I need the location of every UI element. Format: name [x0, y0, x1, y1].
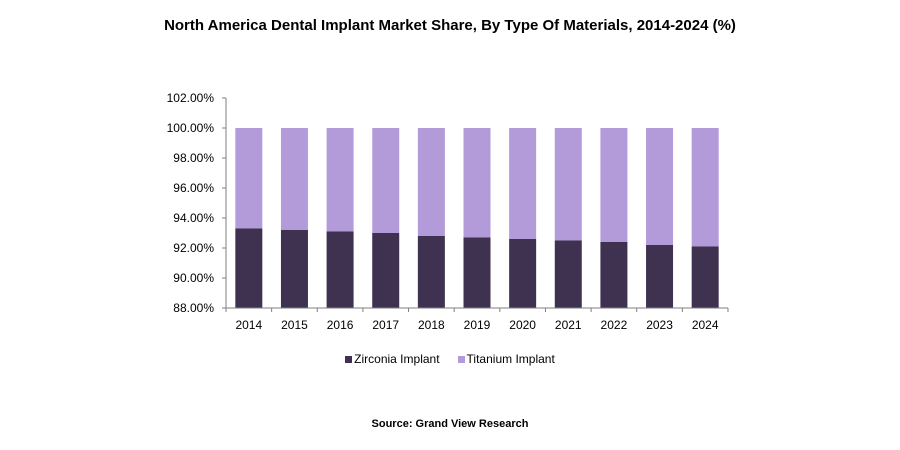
source-note: Source: Grand View Research	[371, 418, 529, 430]
bar-zirconia-2015	[280, 230, 308, 308]
x-tick-label-2016: 2016	[327, 318, 354, 332]
chart-legend: Zirconia Implant Titanium Implant	[0, 352, 900, 366]
bar-titanium-2024	[691, 128, 719, 247]
x-tick-label-2018: 2018	[418, 318, 445, 332]
bar-zirconia-2017	[372, 233, 400, 308]
y-tick-label: 102.00%	[167, 91, 215, 105]
bar-titanium-2020	[509, 128, 537, 239]
x-tick-label-2023: 2023	[646, 318, 673, 332]
x-tick-label-2020: 2020	[509, 318, 536, 332]
x-tick-label-2015: 2015	[281, 318, 308, 332]
x-tick-label-2019: 2019	[464, 318, 491, 332]
x-tick-label-2022: 2022	[601, 318, 628, 332]
bar-zirconia-2023	[646, 245, 674, 308]
bar-titanium-2018	[417, 128, 445, 236]
bar-zirconia-2014	[235, 228, 263, 308]
bar-zirconia-2018	[417, 236, 445, 308]
bar-zirconia-2021	[554, 240, 582, 308]
y-tick-label: 92.00%	[173, 241, 214, 255]
legend-label-titanium: Titanium Implant	[466, 352, 555, 366]
legend-item-titanium: Titanium Implant	[457, 352, 555, 366]
bar-zirconia-2019	[463, 237, 491, 308]
bar-titanium-2016	[326, 128, 354, 232]
bar-titanium-2023	[646, 128, 674, 245]
bar-zirconia-2020	[509, 239, 537, 308]
legend-swatch-zirconia	[345, 355, 353, 363]
bar-zirconia-2016	[326, 231, 354, 308]
bar-zirconia-2024	[691, 246, 719, 308]
legend-swatch-titanium	[457, 355, 465, 363]
legend-label-zirconia: Zirconia Implant	[354, 352, 440, 366]
bar-titanium-2015	[280, 128, 308, 230]
y-tick-label: 94.00%	[173, 211, 214, 225]
bar-zirconia-2022	[600, 242, 628, 308]
bar-titanium-2021	[554, 128, 582, 241]
bar-titanium-2022	[600, 128, 628, 242]
y-tick-label: 96.00%	[173, 181, 214, 195]
y-tick-label: 100.00%	[167, 121, 215, 135]
x-tick-label-2017: 2017	[372, 318, 399, 332]
chart-title: North America Dental Implant Market Shar…	[164, 17, 736, 34]
legend-item-zirconia: Zirconia Implant	[345, 352, 440, 366]
bar-titanium-2017	[372, 128, 400, 233]
y-tick-label: 98.00%	[173, 151, 214, 165]
bar-titanium-2019	[463, 128, 491, 238]
y-tick-label: 90.00%	[173, 271, 214, 285]
y-tick-label: 88.00%	[173, 301, 214, 315]
x-tick-label-2021: 2021	[555, 318, 582, 332]
x-tick-label-2024: 2024	[692, 318, 719, 332]
bar-titanium-2014	[235, 128, 263, 229]
x-tick-label-2014: 2014	[235, 318, 262, 332]
